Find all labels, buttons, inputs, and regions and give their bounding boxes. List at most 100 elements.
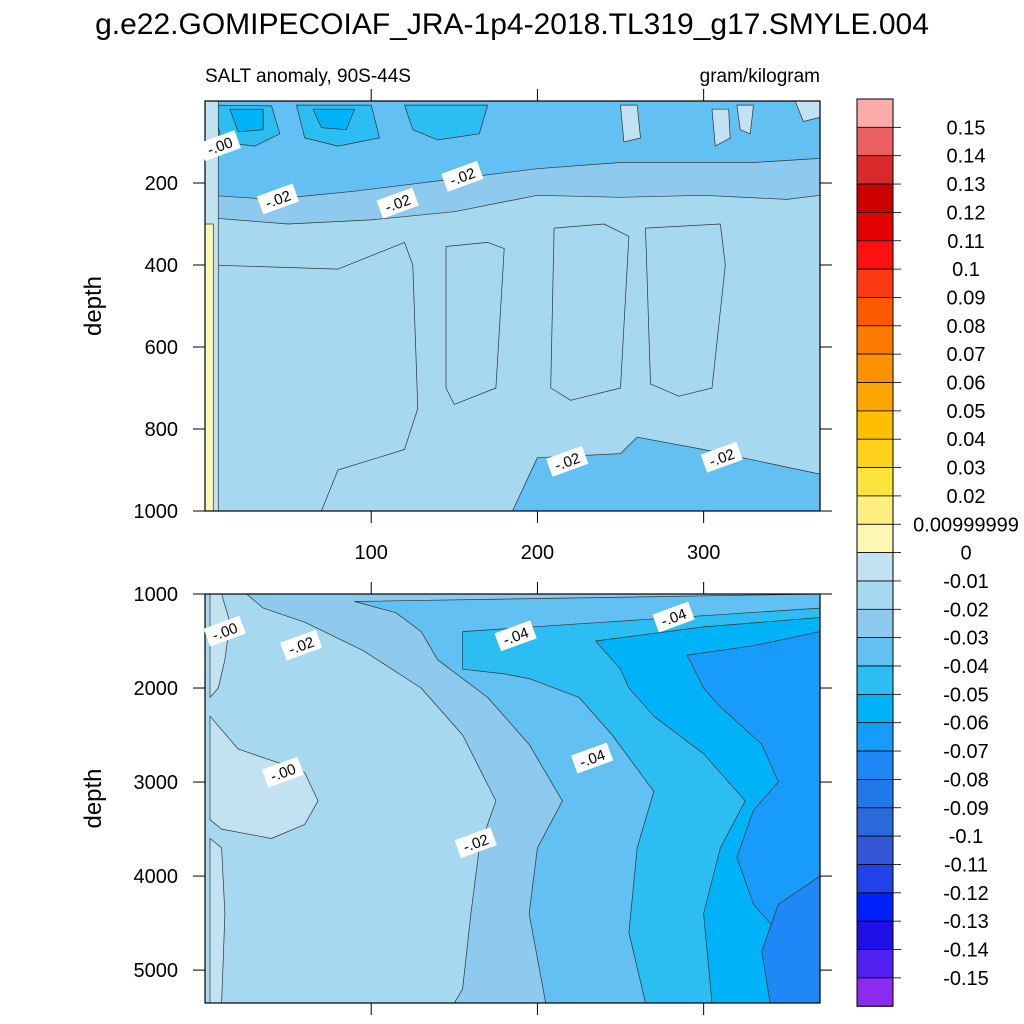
contour-fills [205,101,820,511]
colorbar-label: 0.04 [947,429,986,451]
x-tick-label: 100 [355,542,388,564]
contour-label-box [546,445,589,477]
contour-region-1-8 [209,715,319,839]
colorbar-label: -0.08 [943,769,989,791]
colorbar-swatch-23 [856,750,894,780]
contour-label-box [454,827,497,859]
figure-title: g.e22.GOMIPECOIAF_JRA-1p4-2018.TL319_g17… [95,8,929,41]
colorbar-swatch-16 [856,552,894,582]
contour-region-0-6 [229,108,264,133]
colorbar-label: 0.02 [947,486,986,508]
colorbar-swatch-5 [856,240,894,270]
y-tick-label: 1000 [134,501,179,523]
contour-label-box [376,187,419,219]
colorbar-swatch-27 [856,864,894,894]
colorbar-label: 0.1 [952,259,980,281]
contour-label-box [441,160,484,192]
colorbar-swatch-26 [856,835,894,865]
colorbar-swatch-6 [856,268,894,298]
colorbar-label: -0.14 [943,940,989,962]
colorbar-label: -0.02 [943,599,989,621]
colorbar-swatch-15 [856,523,894,554]
plot-frame [204,593,821,1004]
colorbar-label: 0.15 [947,117,986,139]
colorbar-label: 0.05 [947,401,986,423]
contour-label-box [571,742,614,774]
colorbar-swatch-30 [856,949,894,979]
colorbar-swatch-20 [856,665,894,695]
y-tick-label: 400 [145,255,178,277]
y-tick-label: 3000 [134,772,179,794]
colorbar-label: -0.07 [943,741,989,763]
panel-subtitle-left: SALT anomaly, 90S-44S [205,66,411,87]
colorbar-swatch-0 [856,98,894,128]
colorbar-label: -0.1 [949,826,983,848]
colorbar-label: -0.06 [943,713,989,735]
contour-fills [205,594,820,1003]
y-tick-label: 800 [145,419,178,441]
contour-region-0-7 [312,108,355,131]
y-tick-label: 2000 [134,678,179,700]
colorbar-swatch-29 [856,920,894,951]
colorbar-swatch-17 [856,580,894,610]
contour-label-box [494,620,537,652]
colorbar-swatch-25 [856,807,894,837]
colorbar-label: -0.15 [943,968,989,990]
y-tick-label: 5000 [134,960,179,982]
colorbar-swatch-2 [856,155,894,185]
colorbar-swatch-12 [856,438,894,469]
colorbar-label: 0.07 [947,344,986,366]
colorbar-swatch-7 [856,297,894,327]
colorbar-swatch-14 [856,495,894,525]
colorbar-label: -0.03 [943,628,989,650]
colorbar-swatch-4 [856,211,894,242]
colorbar-label: 0.06 [947,373,986,395]
y-axis-label: depth [80,276,107,336]
contour-region-1-6 [761,875,820,1003]
colorbar-swatch-13 [856,467,894,497]
contour-region-0-16 [711,108,731,147]
contour-label-box [652,601,695,633]
y-tick-label: 200 [145,173,178,195]
colorbar-swatch-19 [856,637,894,667]
contour-region-0-15 [620,104,641,143]
contour-region-0-12 [512,436,820,511]
contour-label-box [280,629,323,661]
contour-region-0-5 [404,104,488,141]
colorbar-label: -0.13 [943,911,989,933]
colorbar-swatch-18 [856,608,894,639]
contour-label-box [256,183,300,215]
colorbar-label: -0.04 [943,656,989,678]
colorbar-label: -0.12 [943,883,989,905]
colorbar-label: -0.09 [943,798,989,820]
colorbar-swatch-28 [856,892,894,922]
colorbar-label: 0.09 [947,288,986,310]
colorbar-label: 0 [960,543,971,565]
colorbar-label: 0.11 [947,231,984,253]
plot-frame [204,100,821,512]
colorbar-swatch-3 [856,183,894,213]
colorbar-label: 0.13 [947,174,986,196]
contour-label-box [203,615,246,647]
colorbar-label: 0.00999999 [913,514,1019,536]
colorbar-label: -0.01 [943,571,989,593]
contour-region-0-14 [205,223,214,511]
contour-region-0-18 [794,101,820,122]
colorbar: 0.15 0.14 0.13 0.12 0.11 0.1 0.09 0.08 0.07 0.06 0… [856,98,1019,1007]
colorbar-label: -0.11 [944,855,988,877]
colorbar-swatch-31 [856,977,894,1007]
colorbar-label: 0.12 [947,202,986,224]
colorbar-label: 0.14 [947,146,986,168]
colorbar-label: 0.03 [947,458,986,480]
contour-region-0-11 [645,223,726,397]
colorbar-label: -0.05 [943,684,989,706]
panel-subtitle-right: gram/kilogram [700,66,820,87]
colorbar-swatch-9 [856,353,894,383]
colorbar-swatch-11 [856,410,894,440]
x-tick-label: 200 [521,542,554,564]
contour-region-0-9 [445,242,505,405]
contour-label-box [261,756,305,788]
y-tick-label: 4000 [134,866,179,888]
